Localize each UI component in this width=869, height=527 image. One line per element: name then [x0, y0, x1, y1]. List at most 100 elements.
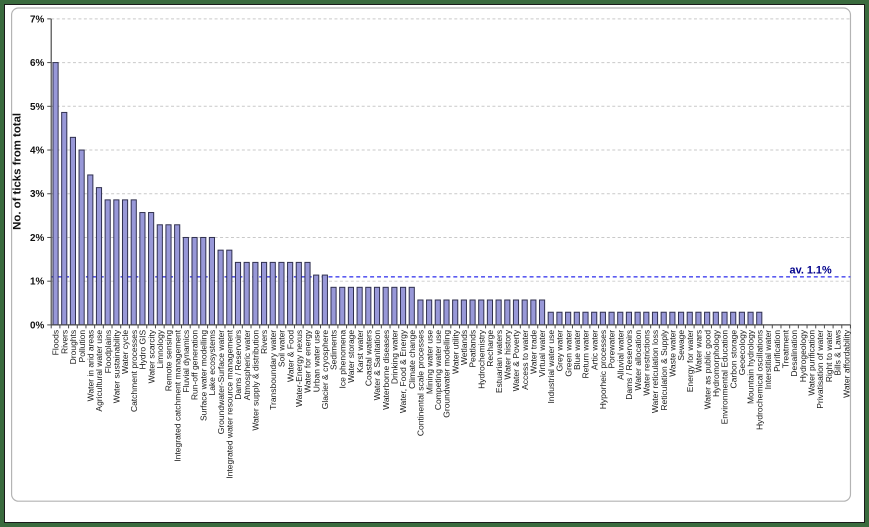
- category-label: Rivers: [259, 330, 269, 354]
- bar: [660, 311, 667, 326]
- category-label: Water-Energy nexus: [294, 330, 304, 407]
- y-tick-label: 4%: [30, 145, 45, 156]
- category-label: Water reticulation loss: [650, 330, 660, 413]
- bar: [208, 236, 216, 326]
- bar: [573, 311, 580, 326]
- y-tick-label: 1%: [30, 277, 45, 288]
- category-label: Limnology: [155, 329, 165, 368]
- category-label: Water sustainability: [112, 329, 122, 403]
- bar: [139, 212, 146, 326]
- category-label: Virtual water: [537, 330, 547, 377]
- bar: [278, 261, 285, 326]
- bar: [452, 299, 459, 326]
- bar: [182, 236, 189, 326]
- category-label: Purification: [772, 330, 782, 372]
- category-label: Bills & Laws: [833, 330, 843, 376]
- bar: [217, 249, 224, 326]
- category-label: Porewater: [607, 330, 617, 369]
- bar: [234, 261, 242, 326]
- category-label: Droughts: [68, 330, 78, 364]
- bar: [538, 299, 546, 326]
- category-label: Desalination: [789, 330, 799, 377]
- category-label: Coastal waters: [363, 330, 373, 386]
- category-label: Sediments: [329, 330, 339, 370]
- bar: [625, 311, 633, 326]
- y-tick-label: 6%: [30, 58, 45, 69]
- category-label: Water allocation: [633, 330, 643, 391]
- category-label: Atmospheric water: [242, 330, 252, 401]
- bar: [712, 311, 719, 326]
- bar: [200, 236, 207, 326]
- bar: [478, 299, 485, 326]
- category-label: Water utility: [450, 329, 460, 374]
- category-label: Glacier & cryosphere: [320, 330, 330, 410]
- category-label: Hydrochemical oscillations: [754, 330, 764, 430]
- category-label: Climate change: [407, 330, 417, 389]
- bar: [373, 286, 381, 326]
- category-label: Water wars: [694, 330, 704, 373]
- y-axis-title: No. of ticks from total: [12, 113, 24, 230]
- category-label: Mountain hydrology: [746, 329, 756, 404]
- category-label: Peatlands: [468, 330, 478, 368]
- category-label: Fluvial dynamics: [181, 330, 191, 393]
- bar: [391, 286, 398, 326]
- bar: [582, 311, 589, 326]
- y-tick-label: 0%: [30, 320, 45, 331]
- category-label: Water scarcity: [146, 329, 156, 383]
- bar: [69, 136, 76, 326]
- category-label: Environmental Education: [720, 330, 730, 425]
- category-label: Waste water: [668, 330, 678, 377]
- category-label: Industrial water use: [546, 330, 556, 404]
- bar: [174, 224, 181, 326]
- bar: [339, 286, 346, 326]
- bar: [504, 299, 511, 326]
- bar: [704, 311, 711, 326]
- bar: [113, 199, 120, 326]
- category-label: Floods: [51, 330, 61, 356]
- bar: [486, 299, 494, 326]
- y-tick-label: 3%: [30, 189, 45, 200]
- bar: [443, 299, 450, 326]
- category-label: Carbon storage: [728, 330, 738, 389]
- y-tick-label: 5%: [30, 102, 45, 113]
- category-label: Integrated catchment management: [172, 329, 182, 461]
- category-label: Agricultural water use: [94, 330, 104, 412]
- bar: [104, 199, 111, 326]
- bar: [417, 299, 424, 326]
- category-label: Dams / Reservoirs: [233, 330, 243, 400]
- bar: [121, 199, 129, 326]
- category-label: Urban water use: [311, 330, 321, 393]
- bar: [148, 212, 155, 326]
- category-label: Run-off generation: [190, 330, 200, 401]
- category-label: Waterborne diseases: [381, 330, 391, 410]
- category-label: Estuarian waters: [494, 330, 504, 393]
- category-label: Water restrictions: [641, 330, 651, 396]
- bar: [165, 224, 172, 326]
- bar: [399, 286, 407, 326]
- category-label: Remote sensing: [164, 330, 174, 392]
- bar: [599, 311, 606, 326]
- category-label: Groundwater-Surface water: [216, 330, 226, 435]
- bar: [730, 311, 737, 326]
- category-label: Hydro GIS: [138, 330, 148, 370]
- category-label: Surface water modelling: [198, 330, 208, 421]
- category-label: Water in arid areas: [85, 330, 95, 402]
- bar: [130, 199, 137, 326]
- y-tick-label: 2%: [30, 233, 45, 244]
- category-label: Return water: [581, 330, 591, 379]
- category-label: Transboundary water: [268, 330, 278, 410]
- bar: [747, 311, 754, 326]
- category-label: Water, Food & Energy: [398, 329, 408, 413]
- chart-area-border: [10, 7, 852, 502]
- category-label: Water & Sanitation: [372, 330, 382, 401]
- bar: [191, 236, 198, 326]
- bar: [512, 299, 520, 326]
- bar: [243, 261, 250, 326]
- bar: [95, 187, 103, 326]
- category-label: Grey water: [555, 330, 565, 372]
- category-label: Treatment: [780, 329, 790, 368]
- bar: [347, 286, 354, 326]
- bar: [634, 311, 641, 326]
- bar: [460, 299, 467, 326]
